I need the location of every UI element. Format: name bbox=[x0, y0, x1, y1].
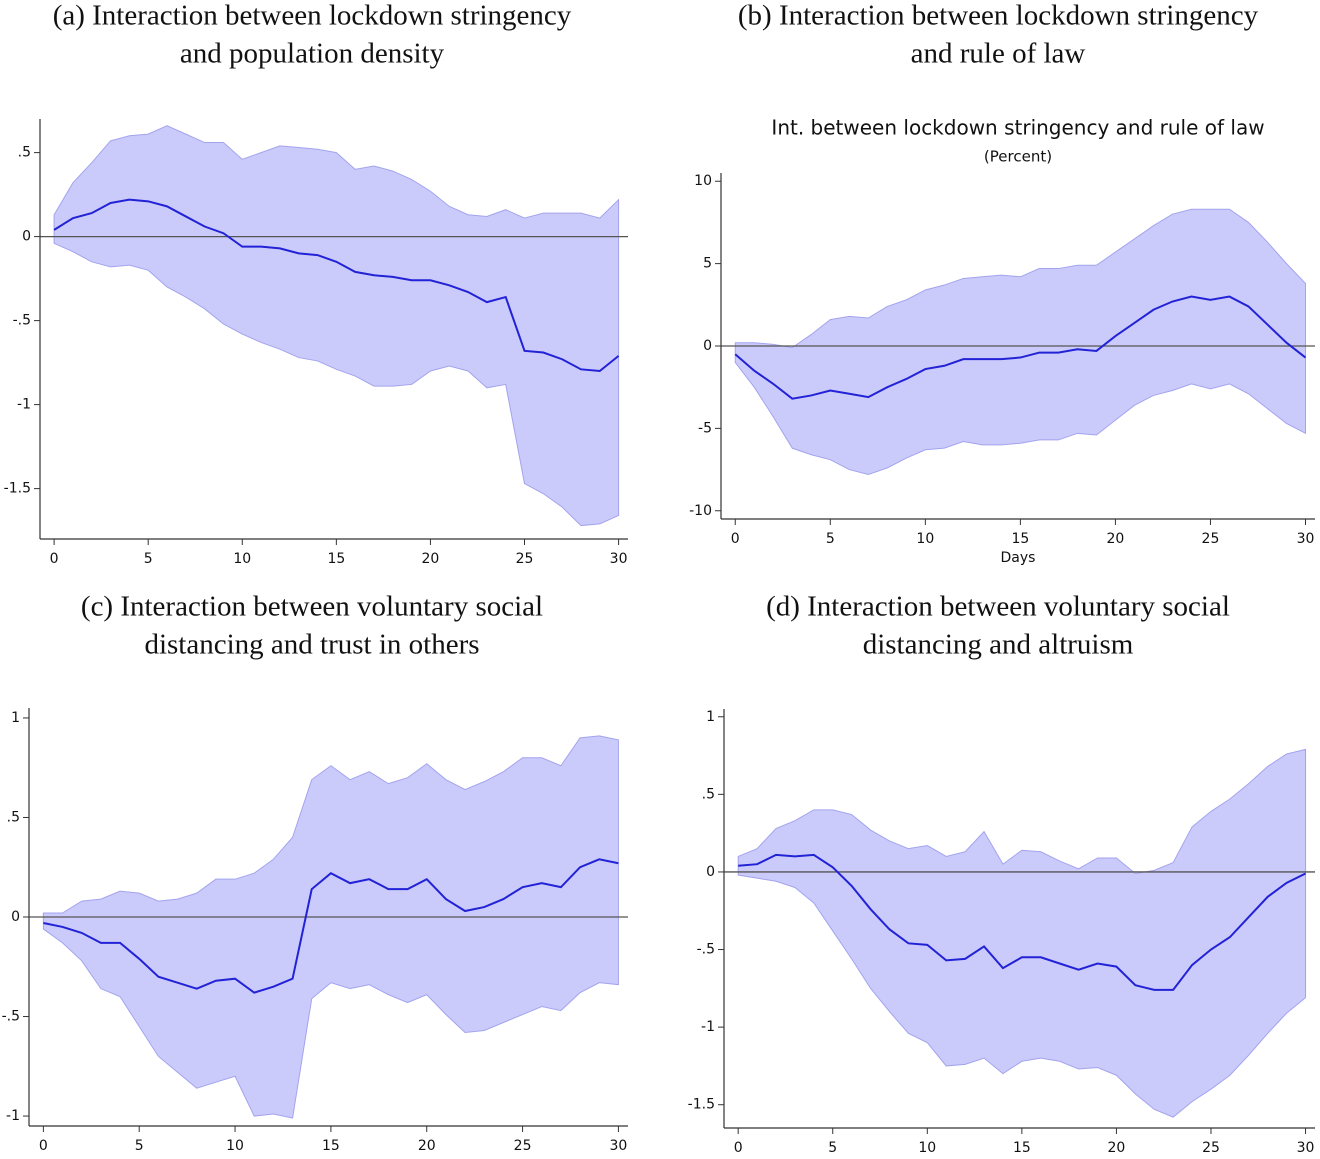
y-tick-label: -1 bbox=[6, 1108, 20, 1124]
y-tick-label: -.5 bbox=[697, 942, 715, 958]
y-tick-label: 1 bbox=[11, 710, 20, 726]
x-tick-label: 0 bbox=[39, 1138, 48, 1154]
y-tick-label: -1.5 bbox=[4, 481, 31, 497]
x-tick-label: 30 bbox=[1297, 1140, 1315, 1156]
x-tick-label: 0 bbox=[734, 1140, 743, 1156]
x-tick-label: 15 bbox=[327, 551, 345, 567]
y-tick-label: 0 bbox=[706, 864, 715, 880]
estimate-line bbox=[734, 295, 1307, 400]
y-tick-label: -.5 bbox=[13, 313, 31, 329]
x-tick-label: 0 bbox=[731, 531, 740, 547]
y-tick-label: 10 bbox=[694, 173, 712, 189]
estimate-line bbox=[53, 198, 620, 373]
panel-title: and population density bbox=[180, 38, 445, 70]
y-tick-label: -1 bbox=[17, 397, 31, 413]
x-tick-label: 25 bbox=[516, 551, 534, 567]
panel-title: (d) Interaction between voluntary social bbox=[766, 591, 1230, 623]
inner-title: Int. between lockdown stringency and rul… bbox=[771, 116, 1264, 140]
x-tick-label: 5 bbox=[144, 551, 153, 567]
y-tick-label: 5 bbox=[703, 256, 712, 272]
estimate-line bbox=[738, 853, 1306, 991]
x-tick-label: 25 bbox=[1202, 1140, 1220, 1156]
x-tick-label: 5 bbox=[135, 1138, 144, 1154]
panel-title: distancing and altruism bbox=[863, 629, 1134, 661]
panel-title: (b) Interaction between lockdown stringe… bbox=[738, 0, 1259, 32]
x-tick-label: 15 bbox=[322, 1138, 340, 1154]
confidence-band bbox=[42, 735, 619, 1119]
panel-title: distancing and trust in others bbox=[144, 629, 479, 661]
x-tick-label: 30 bbox=[610, 1138, 628, 1154]
x-tick-label: 5 bbox=[826, 531, 835, 547]
panel-title: (a) Interaction between lockdown stringe… bbox=[53, 0, 572, 32]
y-tick-label: -5 bbox=[698, 420, 712, 436]
x-tick-label: 15 bbox=[1011, 531, 1029, 547]
y-tick-label: -10 bbox=[689, 503, 712, 519]
y-tick-label: -.5 bbox=[2, 1009, 20, 1025]
x-tick-label: 20 bbox=[422, 551, 440, 567]
x-tick-label: 20 bbox=[1107, 531, 1125, 547]
y-tick-label: 1 bbox=[706, 709, 715, 725]
y-tick-label: .5 bbox=[18, 145, 31, 161]
x-tick-label: 30 bbox=[1297, 531, 1315, 547]
x-tick-label: 15 bbox=[1013, 1140, 1031, 1156]
x-tick-label: 0 bbox=[50, 551, 59, 567]
x-tick-label: 10 bbox=[916, 531, 934, 547]
x-tick-label: 10 bbox=[233, 551, 251, 567]
x-tick-label: 5 bbox=[828, 1140, 837, 1156]
y-tick-label: .5 bbox=[7, 809, 20, 825]
confidence-band bbox=[734, 208, 1306, 476]
x-tick-label: 20 bbox=[418, 1138, 436, 1154]
x-tick-label: 10 bbox=[918, 1140, 936, 1156]
y-tick-label: 0 bbox=[703, 338, 712, 354]
x-tick-label: 30 bbox=[610, 551, 628, 567]
y-tick-label: -1.5 bbox=[688, 1097, 715, 1113]
x-tick-label: 25 bbox=[514, 1138, 532, 1154]
x-tick-label: 10 bbox=[226, 1138, 244, 1154]
confidence-band bbox=[737, 748, 1307, 1118]
x-tick-label: 20 bbox=[1108, 1140, 1126, 1156]
y-tick-label: -1 bbox=[701, 1019, 715, 1035]
subtitle: (Percent) bbox=[984, 148, 1052, 166]
y-tick-label: 0 bbox=[11, 909, 20, 925]
panel-title: and rule of law bbox=[911, 38, 1086, 70]
confidence-band bbox=[53, 125, 620, 527]
y-tick-label: .5 bbox=[702, 786, 715, 802]
x-axis-label: Days bbox=[1001, 550, 1036, 566]
y-tick-label: 0 bbox=[22, 229, 31, 245]
panel-title: (c) Interaction between voluntary social bbox=[81, 591, 543, 623]
estimate-line bbox=[43, 858, 619, 994]
x-tick-label: 25 bbox=[1202, 531, 1220, 547]
